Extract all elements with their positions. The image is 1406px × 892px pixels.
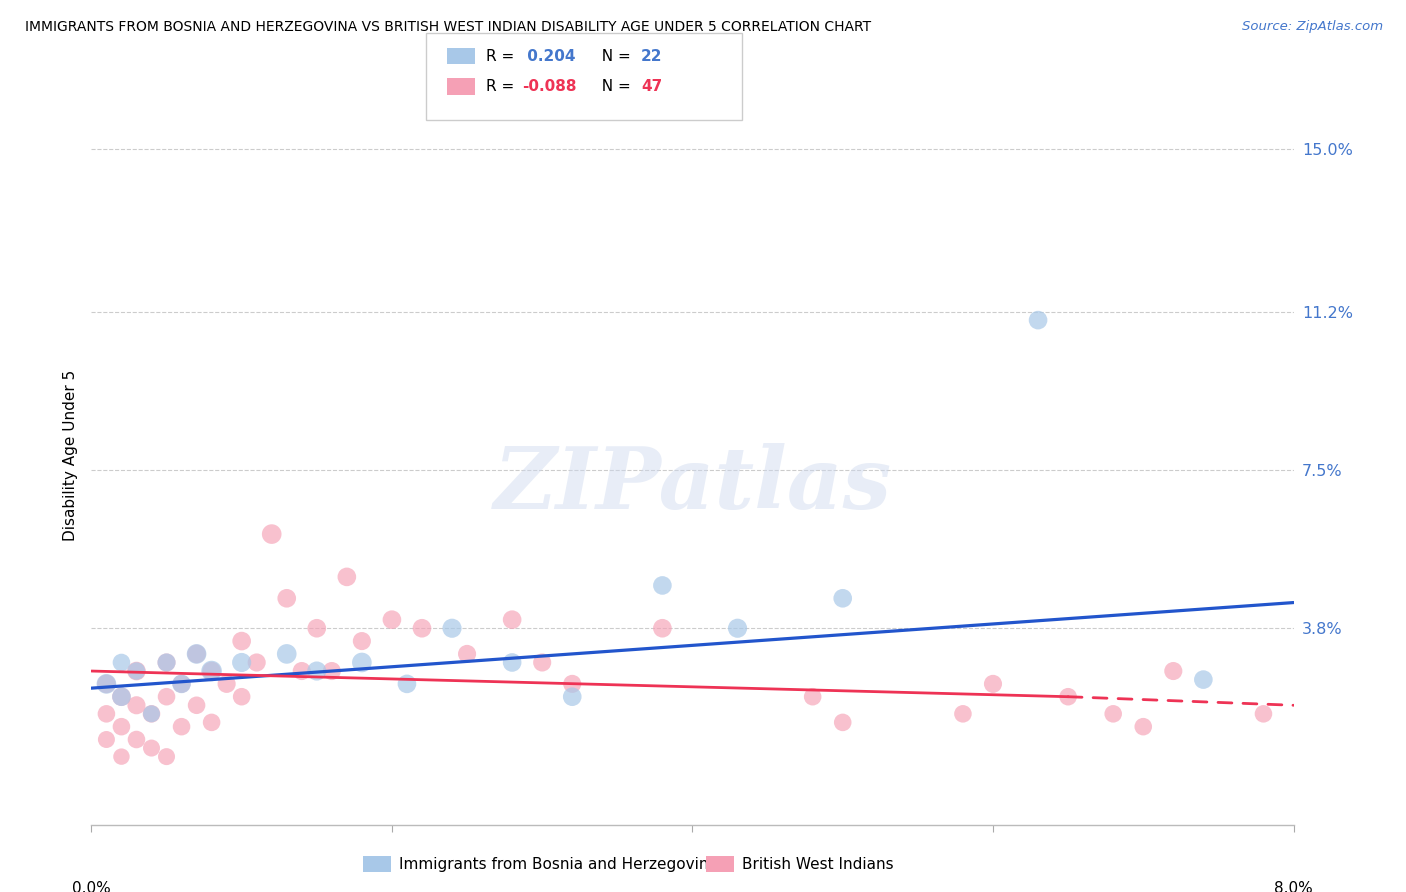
Text: ZIPatlas: ZIPatlas — [494, 442, 891, 526]
Point — [125, 664, 148, 678]
Point — [1026, 313, 1049, 327]
Point — [201, 715, 224, 730]
Point — [831, 591, 853, 606]
Text: British West Indians: British West Indians — [742, 857, 894, 871]
Point — [231, 656, 253, 670]
Text: N =: N = — [592, 49, 636, 63]
Point — [215, 677, 238, 691]
Point — [411, 621, 433, 635]
Point — [155, 749, 177, 764]
Y-axis label: Disability Age Under 5: Disability Age Under 5 — [62, 369, 77, 541]
Point — [96, 732, 118, 747]
Point — [96, 677, 118, 691]
Point — [305, 664, 328, 678]
Point — [231, 690, 253, 704]
Text: -0.088: -0.088 — [522, 79, 576, 94]
Point — [276, 591, 298, 606]
Point — [440, 621, 463, 635]
Point — [260, 527, 283, 541]
Point — [155, 656, 177, 670]
Point — [276, 647, 298, 661]
Text: 47: 47 — [641, 79, 662, 94]
Point — [186, 698, 208, 713]
Point — [305, 621, 328, 635]
Text: R =: R = — [486, 49, 520, 63]
Text: 0.0%: 0.0% — [72, 880, 111, 892]
Point — [561, 690, 583, 704]
Point — [186, 647, 208, 661]
Point — [952, 706, 974, 721]
Point — [561, 677, 583, 691]
Text: IMMIGRANTS FROM BOSNIA AND HERZEGOVINA VS BRITISH WEST INDIAN DISABILITY AGE UND: IMMIGRANTS FROM BOSNIA AND HERZEGOVINA V… — [25, 20, 872, 34]
Point — [125, 732, 148, 747]
Point — [1192, 673, 1215, 687]
Point — [110, 690, 132, 704]
Point — [141, 706, 163, 721]
Point — [831, 715, 853, 730]
Point — [501, 656, 523, 670]
Point — [1057, 690, 1080, 704]
Point — [141, 706, 163, 721]
Point — [155, 690, 177, 704]
Point — [531, 656, 554, 670]
Point — [170, 677, 193, 691]
Point — [231, 634, 253, 648]
Point — [1102, 706, 1125, 721]
Point — [1132, 720, 1154, 734]
Point — [381, 613, 404, 627]
Point — [291, 664, 314, 678]
Point — [651, 578, 673, 592]
Text: N =: N = — [592, 79, 636, 94]
Text: Immigrants from Bosnia and Herzegovina: Immigrants from Bosnia and Herzegovina — [399, 857, 718, 871]
Point — [246, 656, 269, 670]
Point — [201, 664, 224, 678]
Point — [501, 613, 523, 627]
Point — [201, 664, 224, 678]
Text: 8.0%: 8.0% — [1274, 880, 1313, 892]
Point — [96, 706, 118, 721]
Point — [96, 677, 118, 691]
Point — [321, 664, 343, 678]
Point — [727, 621, 749, 635]
Text: R =: R = — [486, 79, 520, 94]
Point — [141, 741, 163, 756]
Point — [395, 677, 418, 691]
Point — [110, 690, 132, 704]
Point — [170, 720, 193, 734]
Point — [170, 677, 193, 691]
Point — [110, 749, 132, 764]
Point — [456, 647, 478, 661]
Point — [1253, 706, 1275, 721]
Point — [110, 656, 132, 670]
Point — [981, 677, 1004, 691]
Point — [155, 656, 177, 670]
Point — [350, 634, 373, 648]
Point — [336, 570, 359, 584]
Point — [1161, 664, 1184, 678]
Point — [125, 664, 148, 678]
Text: Source: ZipAtlas.com: Source: ZipAtlas.com — [1243, 20, 1384, 33]
Point — [350, 656, 373, 670]
Point — [110, 720, 132, 734]
Text: 0.204: 0.204 — [522, 49, 575, 63]
Point — [125, 698, 148, 713]
Text: 22: 22 — [641, 49, 662, 63]
Point — [801, 690, 824, 704]
Point — [186, 647, 208, 661]
Point — [651, 621, 673, 635]
